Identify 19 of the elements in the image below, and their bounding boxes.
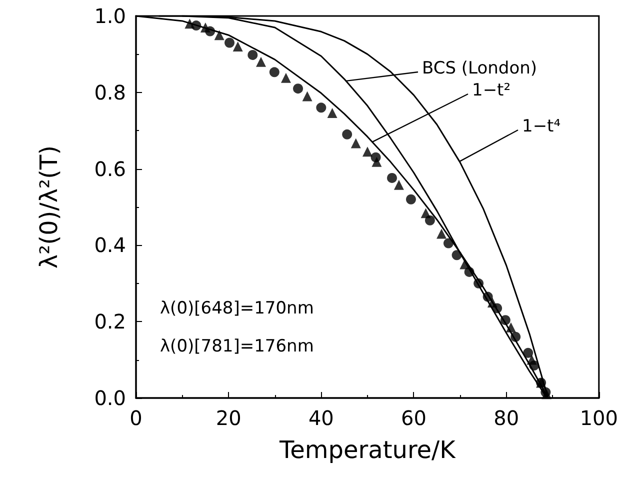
y-tick-label: 1.0 (94, 4, 126, 28)
x-tick-label: 20 (216, 406, 242, 430)
x-tick-label: 60 (401, 406, 426, 430)
x-axis-title: Temperature/K (278, 436, 457, 464)
y-tick-label: 0.8 (94, 80, 126, 104)
annotation: 1−t⁴ (522, 116, 561, 136)
y-tick-label: 0.6 (94, 156, 126, 181)
annotation: BCS (London) (422, 58, 538, 78)
x-tick-label: 0 (130, 406, 142, 430)
x-tick-label: 40 (308, 406, 334, 430)
y-tick-label: 0.2 (94, 310, 126, 334)
annotation: λ(0)[648]=170nm (160, 298, 314, 318)
x-tick-label: 80 (494, 406, 520, 430)
x-tick-label: 100 (580, 406, 618, 430)
y-tick-label: 0.4 (94, 233, 126, 258)
y-axis-title: λ²(0)/λ²(T) (35, 145, 63, 269)
annotation: 1−t² (472, 80, 511, 100)
y-tick-label: 0.0 (94, 386, 126, 410)
annotation: λ(0)[781]=176nm (160, 336, 314, 356)
